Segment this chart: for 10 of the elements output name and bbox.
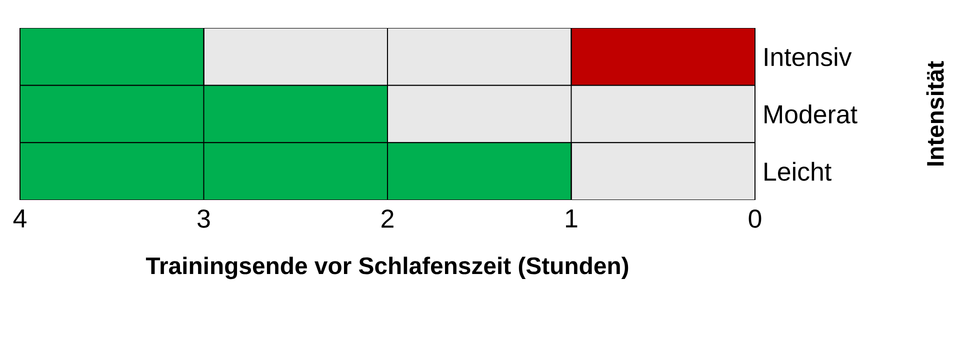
y-tick-label: Intensiv: [764, 47, 852, 66]
x-tick-label: 2: [382, 210, 394, 228]
y-tick-label: Moderat: [764, 104, 858, 124]
x-tick-label: 4: [13, 210, 26, 228]
x-tick-label: 1: [566, 210, 578, 228]
y-tick-label: Leicht: [764, 162, 832, 181]
x-tick-label: 0: [748, 210, 762, 228]
x-tick-label: 3: [198, 210, 210, 228]
x-axis-title: Trainingsende vor Schlafenszeit (Stunden): [146, 256, 628, 280]
y-axis-title: Intensität: [926, 61, 944, 166]
